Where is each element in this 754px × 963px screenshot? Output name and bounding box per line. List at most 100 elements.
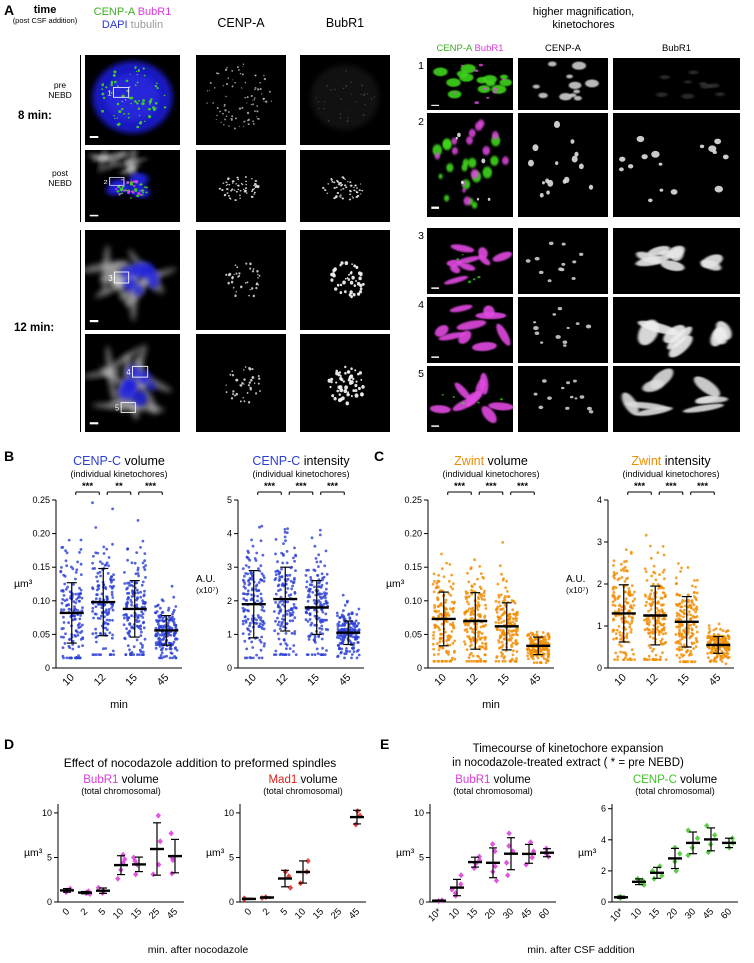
svg-text:1: 1	[597, 621, 602, 631]
micro-12min-a-merged: 3	[85, 230, 180, 330]
mag-row-5-number: 5	[418, 368, 424, 380]
svg-text:A.U.: A.U.	[566, 574, 585, 585]
svg-text:30: 30	[501, 906, 516, 921]
svg-text:45: 45	[527, 672, 544, 689]
micro-8min-pre-cenpa	[196, 55, 286, 145]
svg-text:0: 0	[417, 663, 422, 673]
svg-text:**: **	[115, 481, 123, 492]
chart-zwint-intensity: Zwint intensity (individual kinetochores)…	[564, 452, 744, 720]
svg-text:µm³: µm³	[386, 578, 405, 590]
svg-text:BubR1 volume: BubR1 volume	[455, 774, 530, 786]
svg-text:4: 4	[597, 495, 602, 505]
mag-5-cenpa	[518, 366, 608, 432]
bracket-8min	[80, 55, 81, 222]
svg-text:45: 45	[519, 906, 534, 921]
svg-text:10: 10	[224, 808, 234, 818]
mag-row-1-number: 1	[418, 60, 424, 72]
chart-noco-mad1: Mad1 volume (total chromosomal) µm³ 0 5 10 0 2 5…	[204, 770, 376, 942]
svg-text:2: 2	[601, 866, 606, 876]
svg-text:4: 4	[227, 529, 232, 539]
svg-text:(total chromosomal): (total chromosomal)	[635, 786, 715, 796]
svg-text:5: 5	[227, 495, 232, 505]
mag-2-merged	[427, 113, 513, 217]
mag-3-merged	[427, 228, 513, 294]
svg-text:0: 0	[597, 663, 602, 673]
svg-text:6: 6	[601, 804, 606, 814]
mag-4-bubr1	[613, 297, 740, 363]
chart-cenpc-intensity: CENP-C intensity (individual kinetochores…	[194, 452, 374, 720]
panel-d-label: D	[4, 736, 15, 752]
micro-12min-b-bubr1	[300, 334, 390, 432]
svg-text:10: 10	[612, 672, 629, 689]
svg-text:15: 15	[129, 906, 144, 921]
mag-merged-header: CENP-A BubR1	[436, 43, 504, 54]
svg-text:0.15: 0.15	[32, 562, 50, 572]
chart-cenpc-volume: CENP-C volume (individual kinetochores) µm…	[12, 452, 192, 720]
svg-text:12: 12	[464, 672, 481, 689]
panel-e-title: Timecourse of kinetochore expansion in n…	[388, 742, 748, 771]
svg-text:30: 30	[683, 906, 698, 921]
mag-row-2-number: 2	[418, 116, 424, 128]
svg-text:20: 20	[483, 906, 498, 921]
mag-cenpa-header: CENP-A	[545, 43, 581, 54]
svg-text:0.15: 0.15	[404, 562, 422, 572]
svg-text:45: 45	[347, 906, 362, 921]
svg-text:0.25: 0.25	[404, 495, 422, 505]
post-nebd-label: post NEBD	[48, 168, 72, 189]
svg-text:µm³: µm³	[578, 847, 597, 859]
pre-nebd-label: pre NEBD	[48, 80, 72, 101]
svg-text:(individual kinetochores): (individual kinetochores)	[442, 469, 539, 479]
svg-text:25: 25	[147, 906, 162, 921]
mag-5-bubr1	[613, 366, 740, 432]
svg-text:4: 4	[601, 835, 606, 845]
svg-text:***: ***	[145, 481, 156, 492]
svg-text:45: 45	[155, 672, 172, 689]
mag-5-merged	[427, 366, 513, 432]
micro-8min-post-merged: 2	[85, 150, 180, 222]
mag-3-bubr1	[613, 228, 740, 294]
svg-text:15: 15	[311, 906, 326, 921]
svg-text:(x10⁷): (x10⁷)	[566, 585, 589, 595]
svg-text:1: 1	[227, 629, 232, 639]
svg-text:(individual kinetochores): (individual kinetochores)	[622, 469, 719, 479]
svg-text:15: 15	[123, 672, 140, 689]
svg-text:0.10: 0.10	[32, 596, 50, 606]
chart-csf-bubr1: BubR1 volume (total chromosomal) µm³ 0 5 10 10…	[394, 770, 566, 942]
svg-text:5: 5	[47, 853, 52, 863]
svg-text:10: 10	[447, 906, 462, 921]
svg-text:15: 15	[675, 672, 692, 689]
mag-2-bubr1	[613, 113, 740, 217]
panel-e-title-line1: Timecourse of kinetochore expansion	[472, 743, 664, 755]
svg-text:A.U.: A.U.	[196, 574, 215, 585]
svg-text:***: ***	[327, 481, 338, 492]
chart-csf-cenpc: CENP-C volume (total chromosomal) µm³ 0 2 4 6 1…	[576, 770, 748, 942]
svg-text:5: 5	[115, 403, 119, 412]
svg-text:min: min	[110, 699, 128, 711]
svg-text:0: 0	[419, 897, 424, 907]
svg-text:***: ***	[82, 481, 93, 492]
svg-text:10: 10	[414, 808, 424, 818]
svg-text:***: ***	[665, 481, 676, 492]
time-12min-label: 12 min:	[14, 322, 55, 334]
svg-text:0: 0	[227, 663, 232, 673]
svg-text:25: 25	[329, 906, 344, 921]
svg-text:0: 0	[61, 906, 73, 918]
svg-text:0: 0	[47, 897, 52, 907]
micro-12min-a-bubr1	[300, 230, 390, 330]
panel-a-label: A	[4, 2, 15, 18]
micro-8min-pre-bubr1	[300, 55, 390, 145]
panel-d-title: Effect of nocodazole addition to preform…	[63, 756, 337, 770]
svg-text:2: 2	[79, 906, 91, 918]
svg-text:0: 0	[601, 897, 606, 907]
svg-text:0.05: 0.05	[32, 629, 50, 639]
svg-text:µm³: µm³	[24, 847, 43, 859]
svg-text:0.20: 0.20	[32, 529, 50, 539]
svg-text:***: ***	[485, 481, 496, 492]
svg-text:15: 15	[465, 906, 480, 921]
panel-d-xaxis-caption: min. after nocodazole	[147, 944, 249, 956]
svg-text:10*: 10*	[608, 906, 626, 924]
svg-text:15: 15	[495, 672, 512, 689]
svg-text:5: 5	[229, 853, 234, 863]
